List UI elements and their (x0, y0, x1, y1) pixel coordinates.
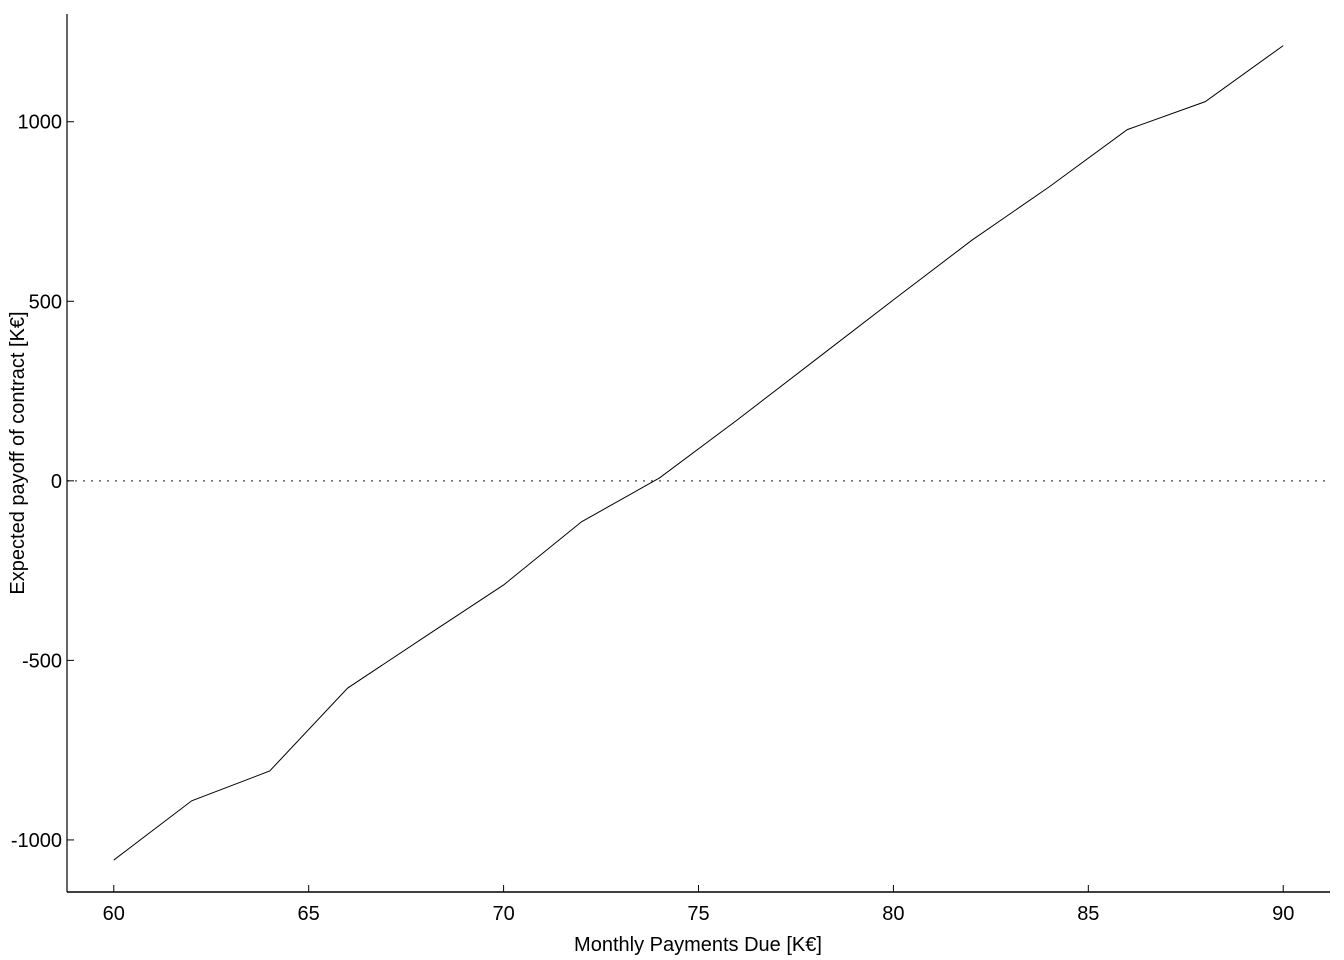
x-tick-label: 80 (882, 903, 904, 925)
x-tick-label: 65 (298, 903, 320, 925)
data-line (113, 45, 1284, 861)
x-tick-label: 85 (1077, 903, 1099, 925)
y-tick-label: 500 (29, 291, 62, 313)
x-axis-label: Monthly Payments Due [K€] (574, 934, 822, 956)
x-tick-label: 70 (492, 903, 514, 925)
y-tick-label: 1000 (18, 112, 63, 134)
y-tick-label: -1000 (11, 830, 62, 852)
x-tick-label: 60 (103, 903, 125, 925)
y-tick-label: -500 (22, 650, 62, 672)
y-tick-label: 0 (51, 471, 62, 493)
x-tick-label: 75 (687, 903, 709, 925)
y-axis-label: Expected payoff of contract [K€] (7, 311, 29, 594)
x-tick-label: 90 (1272, 903, 1294, 925)
